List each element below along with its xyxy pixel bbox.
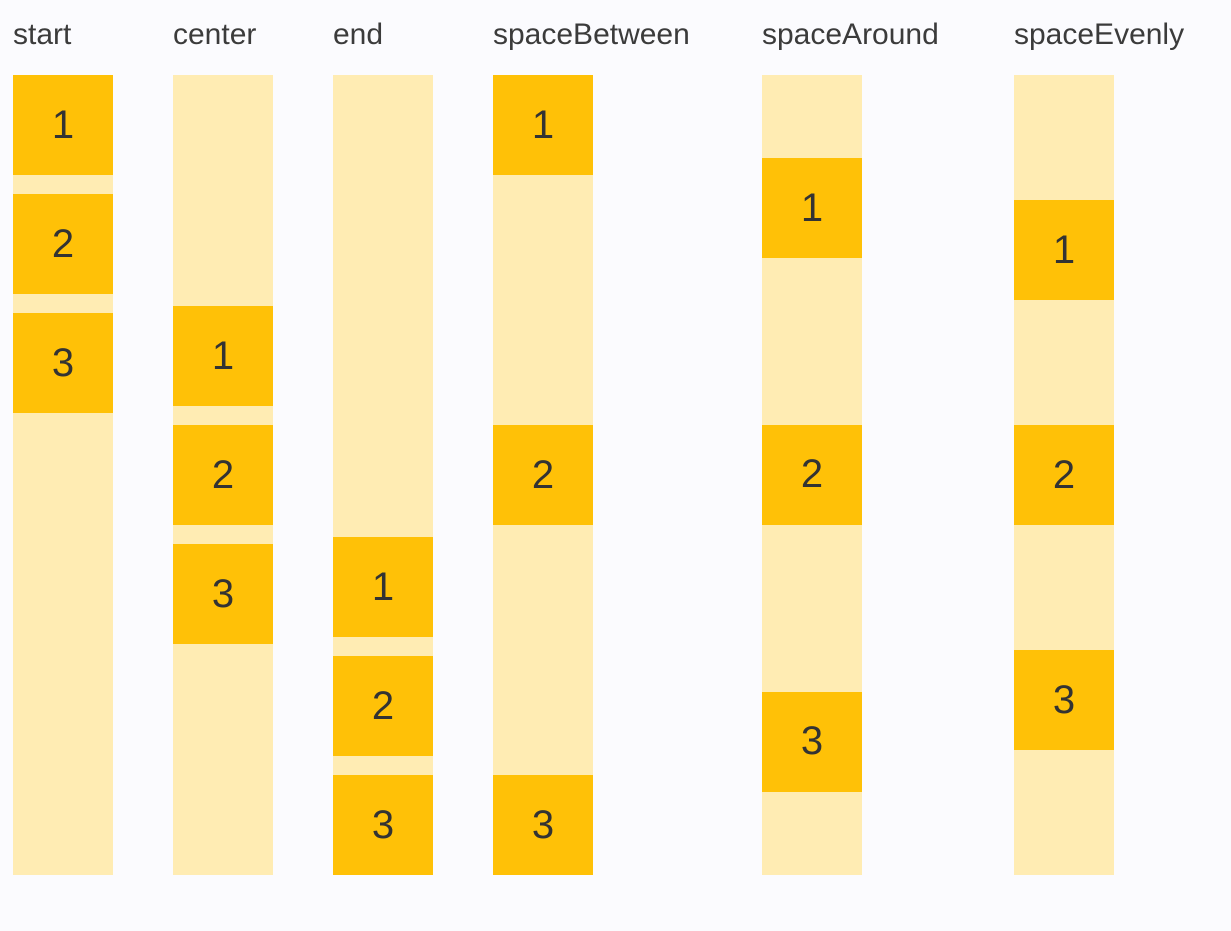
alignment-label-space-around: spaceAround — [762, 18, 939, 51]
box-number: 3 — [371, 802, 395, 847]
alignment-label-space-between: spaceBetween — [493, 18, 690, 51]
alignment-label-start: start — [13, 18, 72, 51]
box-number: 2 — [531, 452, 555, 497]
alignment-group-space-around: spaceAround 1 2 3 — [762, 16, 954, 875]
flex-track-end: 1 2 3 — [333, 75, 433, 875]
box-number: 2 — [1052, 452, 1076, 497]
box-number: 3 — [1052, 677, 1076, 722]
flex-item-box: 2 — [493, 425, 593, 525]
flex-item-box: 3 — [173, 544, 273, 644]
box-number: 1 — [1052, 227, 1076, 272]
box-number: 3 — [211, 571, 235, 616]
box-number: 1 — [800, 185, 824, 230]
flex-track-center: 1 2 3 — [173, 75, 273, 875]
alignment-group-space-between: spaceBetween 1 2 3 — [493, 16, 702, 875]
flex-item-box: 3 — [1014, 650, 1114, 750]
box-number: 2 — [211, 452, 235, 497]
box-number: 2 — [800, 452, 824, 497]
flex-item-box: 2 — [762, 424, 862, 525]
box-number: 1 — [531, 102, 555, 147]
box-number: 1 — [211, 333, 235, 378]
flex-track-start: 1 2 3 — [13, 75, 113, 875]
flex-item-box: 2 — [333, 656, 433, 756]
flex-item-box: 1 — [13, 75, 113, 175]
flex-item-box: 1 — [333, 537, 433, 637]
box-number: 1 — [371, 564, 395, 609]
alignment-group-start: start 1 2 3 — [13, 16, 113, 875]
alignment-label-space-evenly: spaceEvenly — [1014, 18, 1185, 51]
flex-item-box: 2 — [13, 194, 113, 294]
flex-item-box: 3 — [13, 313, 113, 413]
alignment-label-center: center — [173, 18, 257, 51]
flex-item-box: 3 — [493, 775, 593, 875]
alignment-group-center: center 1 2 3 — [173, 16, 273, 875]
box-number: 2 — [51, 221, 75, 266]
flex-item-box: 1 — [173, 306, 273, 406]
alignment-label-end: end — [333, 18, 384, 51]
flex-track-space-evenly: 1 2 3 — [1014, 75, 1114, 875]
flex-item-box: 1 — [762, 158, 862, 259]
box-number: 1 — [51, 102, 75, 147]
alignment-group-space-evenly: spaceEvenly 1 2 3 — [1014, 16, 1184, 875]
box-number: 3 — [51, 340, 75, 385]
flex-item-box: 2 — [1014, 425, 1114, 525]
box-number: 2 — [371, 683, 395, 728]
flex-item-box: 1 — [1014, 200, 1114, 300]
box-number: 3 — [531, 802, 555, 847]
flex-item-box: 3 — [333, 775, 433, 875]
alignment-group-end: end 1 2 3 — [333, 16, 433, 875]
flex-item-box: 3 — [762, 691, 862, 792]
box-number: 3 — [800, 719, 824, 764]
flex-track-space-around: 1 2 3 — [762, 75, 862, 875]
flex-item-box: 1 — [493, 75, 593, 175]
flex-item-box: 2 — [173, 425, 273, 525]
flex-track-space-between: 1 2 3 — [493, 75, 593, 875]
alignment-demo: start 1 2 3 center 1 2 3 end 1 2 3 space… — [13, 16, 1184, 875]
